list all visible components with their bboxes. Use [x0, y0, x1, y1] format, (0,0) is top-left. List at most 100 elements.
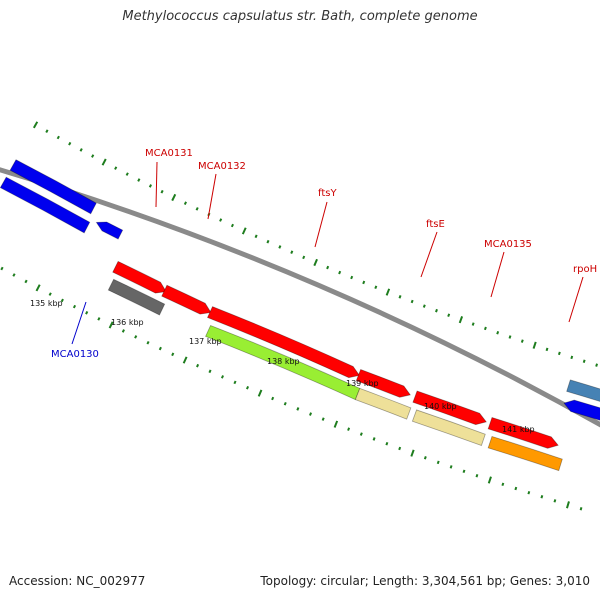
- inner-tick: [483, 326, 487, 331]
- feature-cog-next-minus: [566, 379, 600, 402]
- inner-tick: [447, 313, 451, 317]
- feature-cog-mca0130: [0, 176, 91, 234]
- leader-line-ftsy: [314, 201, 328, 248]
- outer-tick: [35, 284, 41, 292]
- outer-tick: [208, 369, 212, 374]
- outer-tick: [48, 292, 52, 296]
- inner-tick: [183, 201, 187, 205]
- inner-tick: [278, 245, 282, 249]
- outer-tick: [271, 396, 275, 401]
- gene-label-ftsy[interactable]: ftsY: [318, 188, 337, 199]
- outer-tick: [309, 412, 313, 416]
- inner-tick: [410, 299, 414, 304]
- gene-label-mca0135[interactable]: MCA0135: [484, 239, 532, 250]
- scale-label: 139 kbp: [346, 379, 379, 388]
- inner-tick: [557, 351, 561, 356]
- scale-labels: 135 kbp 136 kbp 137 kbp 138 kbp 139 kbp 140 k…: [30, 299, 535, 434]
- outer-tick: [60, 298, 64, 303]
- inner-tick: [508, 335, 512, 339]
- leader-line-ftse: [420, 231, 438, 278]
- feature-cds-ftsy: [206, 306, 361, 379]
- scale-label: 141 kbp: [502, 425, 535, 434]
- inner-tick: [338, 270, 342, 275]
- outer-tick: [501, 482, 505, 487]
- inner-tick: [114, 166, 118, 170]
- inner-tick: [290, 250, 294, 254]
- genome-summary-text: Topology: circular; Length: 3,304,561 bp…: [260, 574, 590, 588]
- outer-tick: [171, 352, 175, 357]
- outer-tick: [158, 346, 162, 351]
- outer-tick: [487, 476, 492, 484]
- outer-tick: [462, 469, 466, 474]
- inner-tick: [582, 359, 586, 363]
- outer-tick: [296, 407, 300, 411]
- outer-tick: [134, 335, 138, 339]
- outer-tick: [321, 417, 325, 421]
- outer-tick: [85, 310, 89, 315]
- gene-label-mca0131[interactable]: MCA0131: [145, 148, 193, 159]
- inner-tick: [471, 322, 475, 326]
- inner-tick: [374, 285, 378, 290]
- outer-tick: [121, 329, 125, 333]
- inner-tick: [230, 223, 234, 228]
- outer-tick: [24, 279, 28, 284]
- outer-tick: [540, 495, 544, 499]
- inner-tick: [570, 355, 574, 360]
- leader-line-mca0130: [71, 301, 87, 345]
- feature-cds-next-minus: [563, 399, 600, 421]
- gene-label-mca0132[interactable]: MCA0132: [198, 161, 246, 172]
- inner-tick: [125, 172, 129, 176]
- leader-line-mca0135: [490, 251, 505, 298]
- outer-tick: [220, 375, 225, 379]
- inner-tick: [545, 347, 549, 352]
- feature-cog-rpoh: [487, 435, 563, 472]
- map-title: Methylococcus capsulatus str. Bath, comp…: [122, 9, 478, 24]
- outer-tick: [182, 356, 188, 364]
- inner-tick: [68, 141, 72, 146]
- inner-tick: [32, 121, 39, 129]
- outer-tick: [0, 266, 4, 271]
- feature-cds-mca0131: [112, 260, 167, 294]
- accession-text: Accession: NC_002977: [9, 574, 146, 588]
- inner-tick: [496, 330, 500, 335]
- outer-tick: [12, 273, 16, 277]
- outer-tick: [423, 456, 427, 460]
- feature-cds-mca0130-b: [95, 221, 124, 240]
- outer-tick: [398, 446, 402, 451]
- inner-tick: [435, 308, 438, 313]
- outer-tick: [514, 486, 518, 491]
- scale-label: 138 kbp: [267, 357, 300, 366]
- inner-tick: [160, 189, 164, 194]
- inner-tick: [532, 341, 537, 349]
- gene-labels: MCA0131 MCA0132 ftsY ftsE MCA0135 rpoH MCA0130: [51, 148, 597, 360]
- outer-tick: [196, 363, 200, 368]
- scale-label: 135 kbp: [30, 299, 63, 308]
- outer-tick: [527, 490, 531, 495]
- outer-tick: [372, 437, 376, 441]
- inner-tick: [79, 148, 83, 152]
- inner-tick: [254, 234, 258, 239]
- gene-label-rpoh[interactable]: rpoH: [573, 264, 597, 275]
- feature-cog-ftse: [354, 387, 412, 420]
- outer-tick: [108, 321, 114, 329]
- inner-tick: [56, 135, 60, 140]
- inner-tick: [91, 154, 95, 158]
- outer-tick: [233, 380, 237, 385]
- inner-tick: [385, 288, 391, 296]
- outer-tick: [333, 420, 339, 428]
- tick-marks: [0, 121, 599, 511]
- leader-line-rpoh: [568, 276, 584, 323]
- feature-cds-rpoh: [487, 416, 559, 449]
- outer-tick: [579, 507, 583, 511]
- inner-tick: [313, 258, 318, 267]
- feature-tracks: [0, 159, 600, 472]
- outer-tick: [385, 441, 389, 446]
- outer-tick: [97, 317, 101, 321]
- feature-cds-mca0135: [412, 390, 487, 426]
- gene-label-ftse[interactable]: ftsE: [426, 219, 445, 230]
- inner-tick: [219, 218, 223, 222]
- gene-label-mca0130[interactable]: MCA0130: [51, 349, 99, 360]
- inner-tick: [458, 316, 464, 324]
